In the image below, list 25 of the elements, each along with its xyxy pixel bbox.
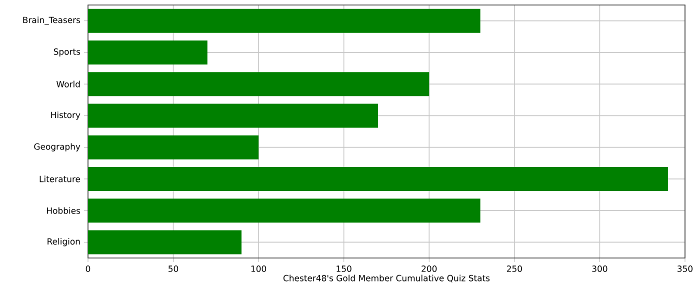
x-tick-label: 200	[422, 266, 437, 272]
y-tick-label: History	[51, 112, 80, 120]
x-tick-label: 300	[592, 266, 608, 272]
x-tick-label: 250	[506, 266, 522, 272]
x-tick-label: 100	[251, 266, 266, 272]
x-tick-label: 50	[168, 266, 178, 272]
x-tick-label: 150	[336, 266, 352, 272]
bar	[88, 72, 430, 96]
bar	[88, 135, 259, 160]
x-axis-title: Chester48's Gold Member Cumulative Quiz Stats	[283, 274, 490, 282]
bar	[88, 40, 208, 64]
bar	[88, 166, 668, 191]
bar	[88, 198, 480, 223]
bar	[88, 8, 480, 33]
y-tick-label: Religion	[48, 238, 80, 246]
y-tick-label: World	[56, 80, 80, 88]
bar	[88, 230, 242, 254]
y-tick-label: Brain_Teasers	[23, 16, 80, 26]
x-tick-label: 350	[678, 266, 693, 272]
y-tick-label: Geography	[34, 143, 80, 152]
x-tick-label: 0	[86, 266, 90, 272]
bar	[88, 104, 378, 128]
y-tick-label: Sports	[54, 48, 80, 56]
y-tick-label: Hobbies	[47, 207, 80, 214]
y-tick-label: Literature	[40, 176, 80, 182]
